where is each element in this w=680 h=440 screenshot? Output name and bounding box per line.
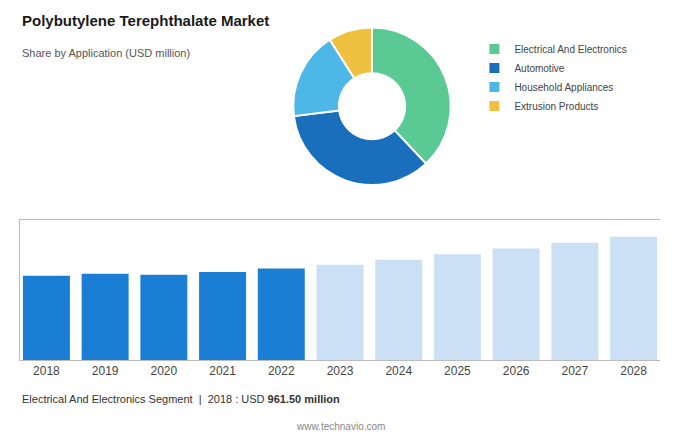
svg-text:2021: 2021: [209, 364, 236, 378]
svg-text:2028: 2028: [620, 364, 647, 378]
svg-text:Household Appliances: Household Appliances: [514, 82, 613, 93]
svg-text:2023: 2023: [327, 364, 354, 378]
svg-text:Extrusion Products: Extrusion Products: [514, 101, 598, 112]
svg-text:2018: 2018: [33, 364, 60, 378]
svg-text:Electrical And Electronics Seg: Electrical And Electronics Segment | 201…: [22, 393, 340, 405]
svg-text:Automotive: Automotive: [514, 63, 564, 74]
svg-text:Polybutylene Terephthalate Mar: Polybutylene Terephthalate Market: [22, 12, 269, 29]
svg-text:2025: 2025: [444, 364, 471, 378]
svg-text:Electrical And Electronics: Electrical And Electronics: [514, 44, 626, 55]
svg-text:2024: 2024: [385, 364, 412, 378]
svg-text:2026: 2026: [503, 364, 530, 378]
svg-text:2020: 2020: [150, 364, 177, 378]
svg-text:2022: 2022: [268, 364, 295, 378]
svg-text:2019: 2019: [92, 364, 119, 378]
svg-text:Share by Application (USD mill: Share by Application (USD million): [22, 47, 190, 59]
svg-text:www.technavio.com: www.technavio.com: [296, 421, 385, 432]
svg-text:2027: 2027: [562, 364, 589, 378]
